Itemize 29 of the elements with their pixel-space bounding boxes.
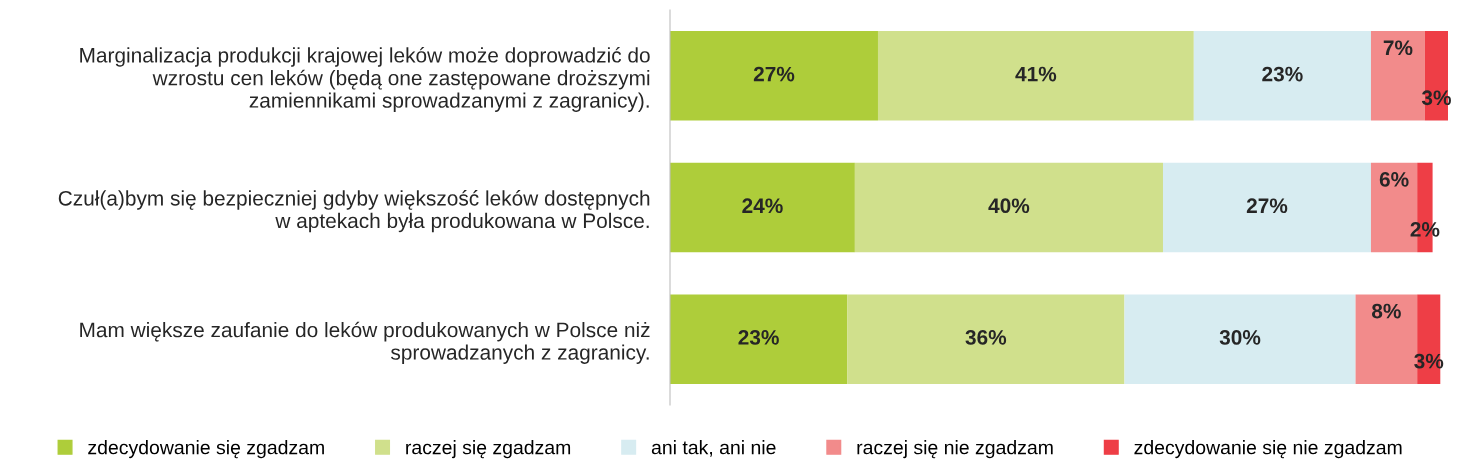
data-label: 27% [753,66,795,82]
bar [1124,294,1356,384]
legend-label: zdecydowanie się nie zgadzam [1134,440,1402,459]
bar [1193,31,1371,121]
data-label: 6% [1379,172,1409,187]
bar [670,31,878,121]
legend-label: raczej się zgadzam [406,440,571,459]
data-label: 24% [742,198,783,214]
legend-label: zdecydowanie się zgadzam [88,440,324,459]
data-label: 23% [738,330,779,345]
bar [670,294,848,384]
bar [670,162,855,253]
y-tick-label: Marginalizacja produkcji krajowej leków może doprowadzić do wzrostu cen leków (będą one zastępowane droższymi zamiennikami sprowadzanymi z zagranicy). [80,47,650,112]
bar [847,294,1125,384]
legend-label: ani tak, ani nie [651,440,776,457]
bar [877,31,1194,121]
legend-label: raczej się nie zgadzam [857,440,1053,459]
y-tick-label: Czuł(a)bym się bezpieczniej gdyby większość leków dostępnych w aptekach była produkowana w Polsce. [58,190,650,233]
data-label: 40% [988,198,1030,214]
data-label: 7% [1383,40,1413,56]
data-label: 36% [965,330,1007,345]
data-label: 41% [1015,66,1057,82]
bar [854,162,1163,253]
y-tick-label: Mam większe zaufanie do leków produkowanych w Polsce niż sprowadzanych z zagranicy. [80,321,650,364]
data-label: 27% [1246,198,1288,214]
bar [1162,162,1371,253]
data-label: 8% [1371,303,1401,319]
data-label: 23% [1262,66,1303,82]
data-label: 30% [1219,330,1261,345]
